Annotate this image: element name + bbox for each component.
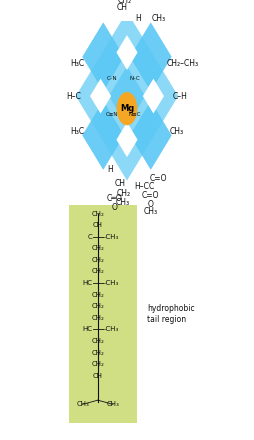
Text: C≡N: C≡N bbox=[106, 112, 118, 117]
Text: CH: CH bbox=[116, 3, 128, 12]
Text: CH₂–CH₃: CH₂–CH₃ bbox=[167, 59, 199, 68]
Text: CH₃: CH₃ bbox=[107, 401, 119, 407]
Polygon shape bbox=[83, 102, 124, 169]
Text: CH: CH bbox=[93, 222, 103, 228]
Polygon shape bbox=[116, 122, 138, 157]
Text: HC: HC bbox=[83, 280, 93, 286]
Polygon shape bbox=[76, 11, 178, 180]
Text: H–C: H–C bbox=[134, 182, 149, 191]
Text: hydrophobic
tail region: hydrophobic tail region bbox=[147, 304, 195, 324]
Circle shape bbox=[117, 93, 137, 125]
Text: C–H: C–H bbox=[173, 92, 188, 101]
Text: HC: HC bbox=[83, 326, 93, 333]
Text: H: H bbox=[136, 14, 141, 23]
Text: –CH₃: –CH₃ bbox=[103, 234, 119, 240]
Text: CH₂: CH₂ bbox=[91, 350, 104, 356]
Text: C: C bbox=[148, 182, 153, 191]
Text: CH₂: CH₂ bbox=[91, 338, 104, 344]
Text: CH₃: CH₃ bbox=[169, 127, 184, 136]
Text: C: C bbox=[88, 234, 93, 240]
Polygon shape bbox=[130, 23, 171, 91]
Polygon shape bbox=[143, 79, 164, 114]
Polygon shape bbox=[90, 79, 111, 114]
Text: C=O: C=O bbox=[142, 191, 160, 200]
Text: –CH₃: –CH₃ bbox=[103, 280, 119, 286]
Polygon shape bbox=[83, 23, 124, 91]
Text: CH₂: CH₂ bbox=[117, 0, 132, 5]
Text: O: O bbox=[148, 200, 154, 209]
Polygon shape bbox=[116, 35, 138, 70]
Text: H–C: H–C bbox=[67, 92, 82, 101]
Text: CH₂: CH₂ bbox=[91, 292, 104, 298]
Text: CH₂: CH₂ bbox=[91, 315, 104, 321]
Text: Mg: Mg bbox=[120, 104, 134, 113]
Polygon shape bbox=[109, 66, 145, 126]
Text: CH₂: CH₂ bbox=[91, 303, 104, 309]
Text: H₃C: H₃C bbox=[70, 59, 85, 68]
Text: CH₃: CH₃ bbox=[144, 207, 158, 216]
Text: C–N: C–N bbox=[107, 76, 117, 81]
Text: N≡C: N≡C bbox=[128, 112, 141, 117]
Text: CH₃: CH₃ bbox=[76, 401, 89, 407]
FancyBboxPatch shape bbox=[69, 205, 137, 423]
Text: N–C: N–C bbox=[129, 76, 140, 81]
Text: –CH₃: –CH₃ bbox=[103, 326, 119, 333]
Text: CH: CH bbox=[115, 179, 126, 188]
Text: O: O bbox=[112, 203, 117, 213]
Text: C═O: C═O bbox=[107, 194, 122, 203]
Text: C=O: C=O bbox=[150, 175, 167, 183]
Text: CH₂: CH₂ bbox=[91, 361, 104, 367]
Polygon shape bbox=[130, 102, 171, 169]
Text: CH₂: CH₂ bbox=[91, 257, 104, 263]
Text: CH₂: CH₂ bbox=[91, 268, 104, 275]
Text: CH₂: CH₂ bbox=[117, 189, 131, 198]
Text: CH₂: CH₂ bbox=[91, 210, 104, 216]
Text: CH₃: CH₃ bbox=[151, 14, 165, 23]
Text: CH₃: CH₃ bbox=[116, 198, 130, 207]
Text: H: H bbox=[108, 165, 113, 174]
Text: CH: CH bbox=[93, 373, 103, 379]
Text: CH₂: CH₂ bbox=[91, 246, 104, 251]
Text: H₃C: H₃C bbox=[70, 127, 85, 136]
